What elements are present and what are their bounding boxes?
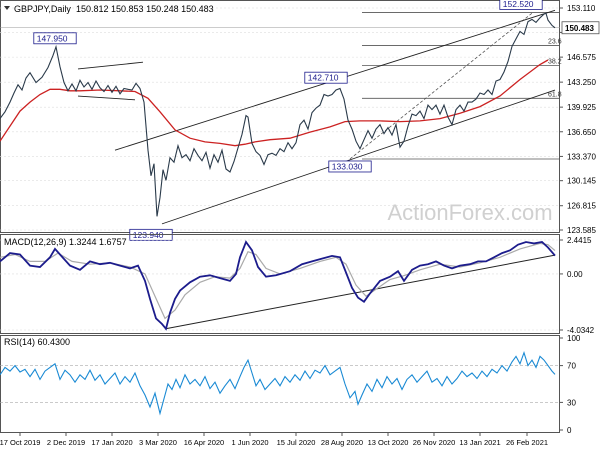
rsi-tick-label: 100	[567, 334, 581, 343]
x-tick-label: 3 Mar 2020	[139, 438, 177, 447]
price-tick-label: 153.110	[567, 4, 596, 13]
price-annotation-box	[328, 160, 372, 173]
channel-line	[161, 89, 556, 225]
macd-tick-label: 2.4415	[567, 236, 592, 245]
price-line	[0, 12, 556, 217]
rsi-line	[0, 350, 556, 416]
chart-symbol: GBPJPY,Daily	[14, 4, 71, 14]
price-tick-label: 123.585	[567, 226, 596, 235]
macd-tick-label: 0.00	[567, 270, 583, 279]
rsi-tick-label: 70	[567, 362, 576, 371]
x-tick-label: 2 Dec 2019	[47, 438, 85, 447]
last-price-box	[561, 21, 600, 35]
chart-ohlc: 150.812 150.853 150.248 150.483	[76, 4, 214, 14]
price-annotation-label: 152.520	[503, 0, 534, 9]
x-tick-label: 26 Feb 2021	[506, 438, 548, 447]
collapse-icon[interactable]	[4, 6, 10, 10]
price-annotation-label: 133.030	[332, 161, 363, 171]
x-tick-label: 13 Jan 2021	[459, 438, 500, 447]
x-tick-label: 15 Jul 2020	[277, 438, 316, 447]
price-annotation-label: 142.710	[308, 73, 339, 83]
fib-label: 38.2	[548, 59, 562, 66]
macd-tick-label: -4.0342	[567, 326, 595, 335]
fib-label: 61.8	[548, 91, 562, 98]
moving-average-line	[0, 59, 549, 147]
x-tick-label: 17 Oct 2019	[0, 438, 40, 447]
macd-line	[0, 240, 556, 331]
fib-swing-line	[349, 12, 534, 160]
watermark: ActionForex.com	[387, 200, 552, 225]
rsi-panel: RSI(14) 60.4300 100 70 30 0	[0, 334, 581, 435]
wedge-line	[77, 61, 144, 70]
price-tick-label: 130.145	[567, 177, 596, 186]
price-annotation-label: 147.950	[37, 33, 68, 43]
x-tick-label: 28 Aug 2020	[321, 438, 363, 447]
macd-panel: MACD(12,26,9) 1.3244 1.6757 2.4415 0.00 -4…	[0, 234, 595, 335]
price-annotation-box	[33, 32, 77, 45]
price-annotation-box	[304, 71, 348, 84]
price-tick-label: 126.815	[567, 202, 596, 211]
macd-trendline	[164, 254, 556, 330]
x-tick-label: 13 Oct 2020	[368, 438, 409, 447]
fib-label: 23.6	[548, 38, 562, 45]
price-tick-label: 146.575	[567, 53, 596, 62]
price-tick-label: 133.370	[567, 152, 596, 161]
rsi-tick-label: 0	[567, 426, 572, 435]
rsi-label: RSI(14) 60.4300	[4, 337, 70, 347]
price-annotation-box	[499, 0, 543, 10]
price-panel: ActionForex.com 23.6 38.2 61.8 147.950 123.…	[0, 0, 600, 241]
x-tick-label: 26 Nov 2020	[413, 438, 456, 447]
wedge-line	[77, 95, 136, 101]
x-axis: 17 Oct 2019 2 Dec 2019 17 Jan 2020 3 Mar 20…	[0, 433, 548, 447]
rsi-tick-label: 30	[567, 398, 576, 407]
x-tick-label: 1 Jun 2020	[231, 438, 268, 447]
last-price-label: 150.483	[565, 24, 594, 33]
price-tick-label: 143.250	[567, 78, 596, 87]
x-tick-label: 16 Apr 2020	[184, 438, 224, 447]
x-tick-label: 17 Jan 2020	[91, 438, 132, 447]
price-tick-label: 139.925	[567, 103, 596, 112]
macd-label: MACD(12,26,9) 1.3244 1.6757	[4, 237, 127, 247]
price-tick-label: 136.650	[567, 128, 596, 137]
